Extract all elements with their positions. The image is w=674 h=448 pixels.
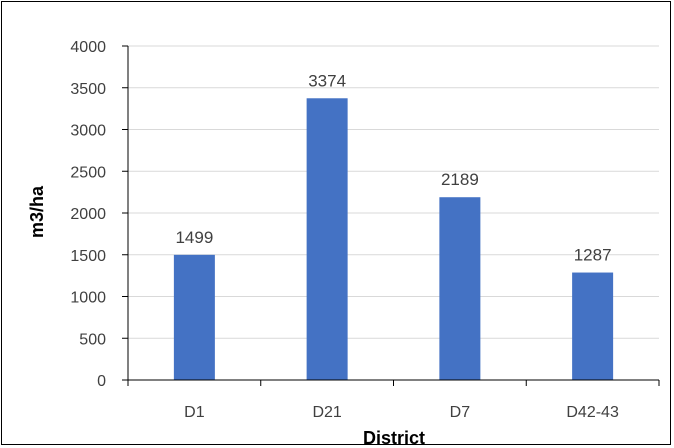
x-tick-label: D42-43 xyxy=(566,404,619,421)
y-tick-label: 3000 xyxy=(70,123,106,140)
y-tick-label: 0 xyxy=(97,373,106,390)
x-tick-label: D21 xyxy=(312,404,341,421)
data-labels: 1499 3374 2189 1287 xyxy=(175,71,611,264)
data-label: 3374 xyxy=(308,71,346,90)
y-tick-label: 3500 xyxy=(70,81,106,98)
y-tick-label: 1000 xyxy=(70,290,106,307)
y-axis-title: m3/ha xyxy=(27,185,47,238)
y-tick-label: 2500 xyxy=(70,164,106,181)
y-tick-label: 4000 xyxy=(70,39,106,56)
bar xyxy=(439,197,481,380)
x-tick-labels: D1 D21 D7 D42-43 xyxy=(184,404,619,421)
x-tick-label: D7 xyxy=(450,404,471,421)
x-tick-label: D1 xyxy=(184,404,205,421)
x-axis-title: District xyxy=(363,428,425,448)
y-tick-labels: 0 500 1000 1500 2000 2500 3000 3500 4000 xyxy=(70,39,106,390)
bar xyxy=(572,272,614,380)
y-tick-label: 500 xyxy=(79,331,106,348)
data-label: 2189 xyxy=(441,170,479,189)
bar xyxy=(173,254,215,380)
y-tick-label: 2000 xyxy=(70,206,106,223)
bar xyxy=(306,98,348,381)
data-label: 1287 xyxy=(574,246,612,265)
bars xyxy=(173,98,614,381)
data-label: 1499 xyxy=(175,228,213,247)
y-tick-label: 1500 xyxy=(70,248,106,265)
gridlines xyxy=(128,45,659,339)
axes xyxy=(122,45,660,386)
